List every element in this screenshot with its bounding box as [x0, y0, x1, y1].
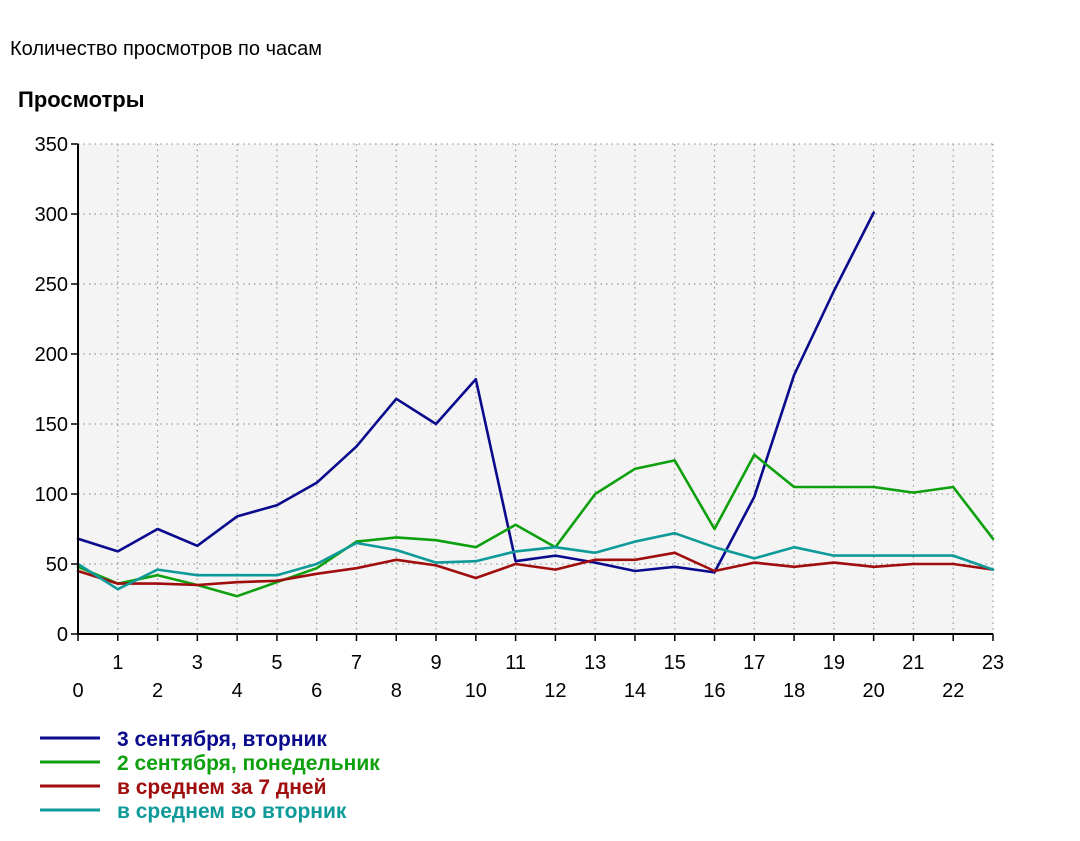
x-tick-label-4: 4 — [232, 680, 243, 702]
y-tick-label-200: 200 — [35, 344, 68, 366]
legend-label-3: в среднем за 7 дней — [117, 776, 327, 799]
x-tick-label-9: 9 — [430, 652, 441, 674]
x-tick-label-22: 22 — [942, 680, 964, 702]
x-tick-label-13: 13 — [584, 652, 606, 674]
series-lines — [76, 211, 995, 598]
x-tick-label-19: 19 — [823, 652, 845, 674]
x-tick-label-5: 5 — [271, 652, 282, 674]
x-tick-label-10: 10 — [465, 680, 487, 702]
y-tick-label-300: 300 — [35, 204, 68, 226]
plot-area — [78, 144, 993, 634]
x-tick-label-12: 12 — [544, 680, 566, 702]
x-tick-label-11: 11 — [505, 652, 526, 674]
series-line-4 — [76, 531, 995, 591]
y-tick-labels: 0 50 100 150 200 250 300 350 — [35, 134, 68, 646]
legend-label-4: в среднем во вторник — [117, 800, 347, 823]
x-tick-label-14: 14 — [624, 680, 646, 702]
x-tick-label-6: 6 — [311, 680, 322, 702]
x-tick-label-2: 2 — [152, 680, 163, 702]
axes — [71, 143, 994, 641]
x-tick-label-1: 1 — [112, 652, 123, 674]
x-tick-label-7: 7 — [351, 652, 362, 674]
x-tick-label-15: 15 — [664, 652, 686, 674]
y-tick-label-50: 50 — [46, 554, 68, 576]
x-tick-label-20: 20 — [863, 680, 885, 702]
series-line-2 — [76, 453, 995, 598]
y-tick-label-150: 150 — [35, 414, 68, 436]
y-tick-label-0: 0 — [57, 624, 68, 646]
x-tick-label-23: 23 — [982, 652, 1004, 674]
x-tick-label-0: 0 — [72, 680, 83, 702]
legend-label-1: 3 сентября, вторник — [117, 728, 327, 751]
x-tick-label-21: 21 — [902, 652, 924, 674]
y-tick-label-350: 350 — [35, 134, 68, 156]
legend-label-2: 2 сентября, понедельник — [117, 752, 380, 775]
y-tick-label-250: 250 — [35, 274, 68, 296]
page-caption: Количество просмотров по часам — [10, 38, 322, 60]
x-tick-label-18: 18 — [783, 680, 805, 702]
y-axis-title: Просмотры — [18, 87, 145, 112]
series-line-1 — [76, 211, 875, 574]
y-tick-label-100: 100 — [35, 484, 68, 506]
series-line-3 — [76, 551, 995, 587]
x-tick-label-16: 16 — [703, 680, 725, 702]
x-tick-label-3: 3 — [192, 652, 203, 674]
x-tick-label-17: 17 — [743, 652, 765, 674]
x-tick-label-8: 8 — [391, 680, 402, 702]
